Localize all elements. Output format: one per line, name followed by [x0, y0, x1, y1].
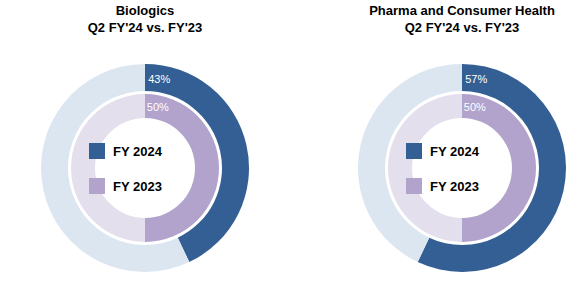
html-text:FY 2024: FY 2024 — [113, 143, 162, 159]
html-text:Pharma and Consumer Health: Pharma and Consumer Health — [369, 3, 555, 18]
html-text:FY 2023: FY 2023 — [113, 178, 162, 194]
html-text:Q2 FY'24 vs. FY'23: Q2 FY'24 vs. FY'23 — [87, 20, 203, 35]
svg-text:57%: 57% — [465, 73, 487, 85]
svg-text:50%: 50% — [464, 101, 486, 113]
svg-text:50%: 50% — [147, 101, 169, 113]
svg-text:43%: 43% — [148, 73, 170, 85]
html-text:FY 2024: FY 2024 — [430, 143, 479, 159]
html-text:Biologics: Biologics — [115, 3, 175, 18]
html-text:FY 2023: FY 2023 — [430, 178, 479, 194]
html-text:Q2 FY'24 vs. FY'23: Q2 FY'24 vs. FY'23 — [404, 20, 520, 35]
